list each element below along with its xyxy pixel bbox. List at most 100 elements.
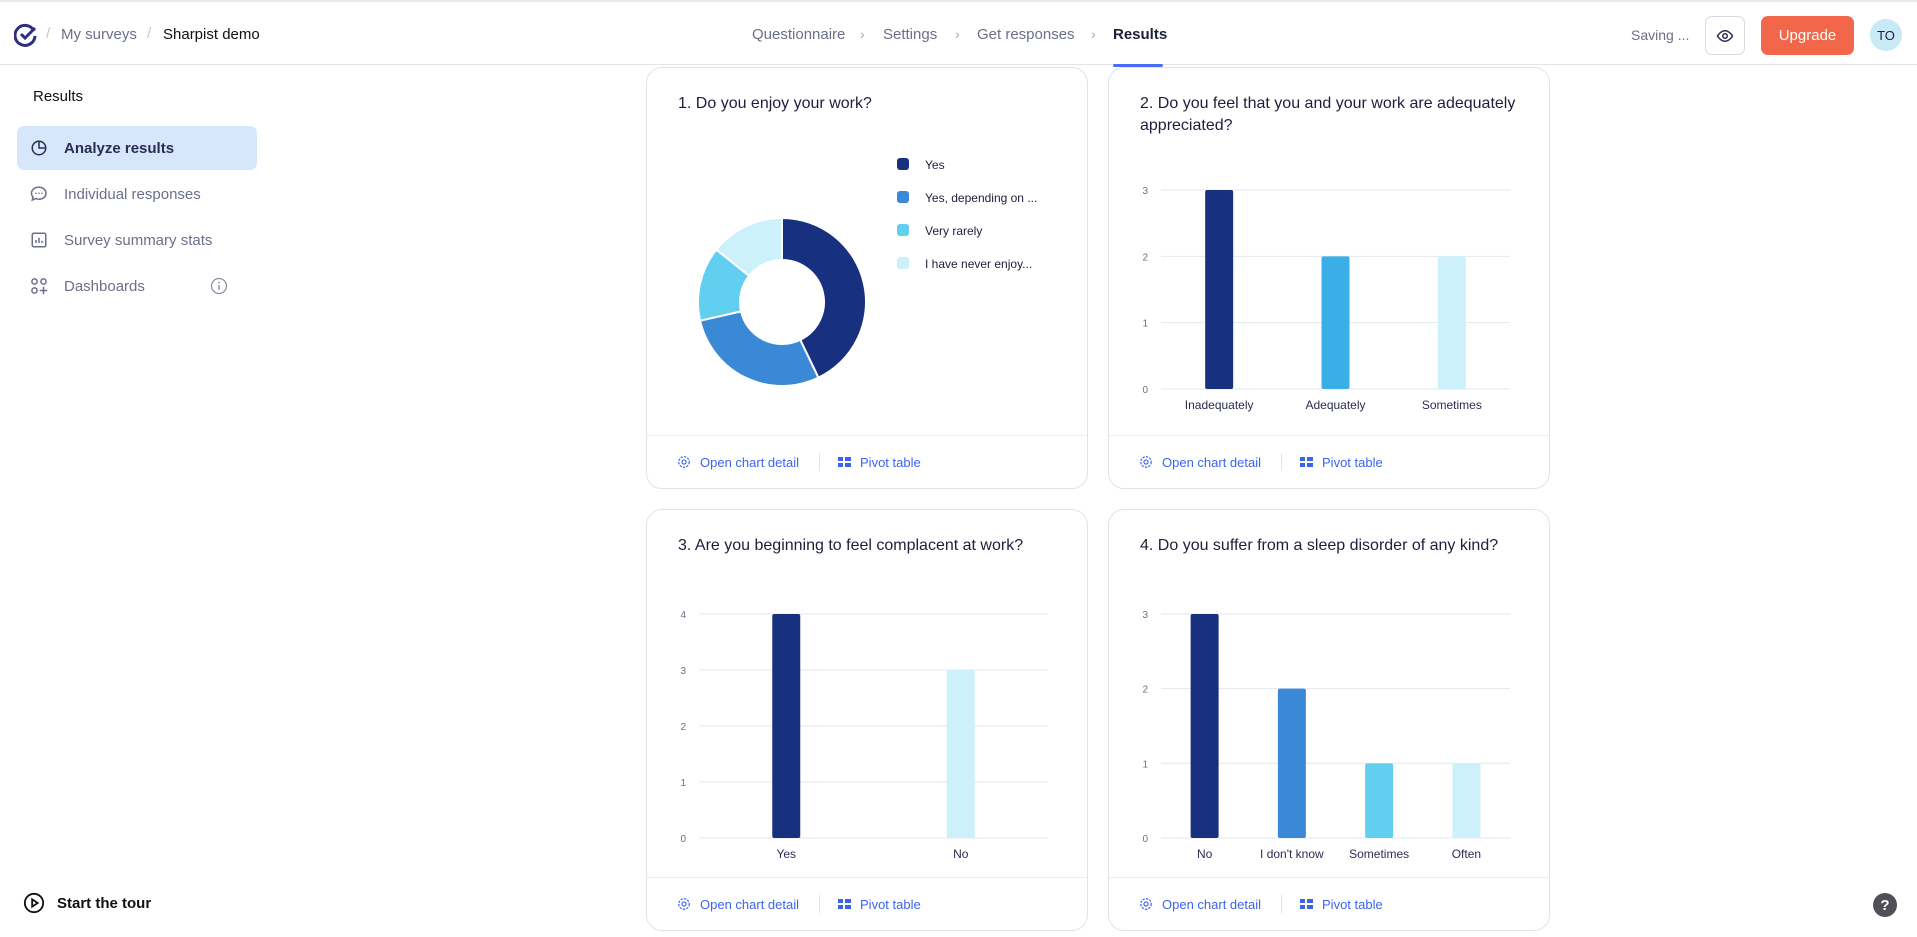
- chart-card-1: Yes Yes, depending on ... Very rarely I hav…: [646, 67, 1088, 489]
- breadcrumb-survey-name[interactable]: Sharpist demo: [163, 26, 260, 43]
- y-tick-label: 4: [680, 610, 686, 621]
- question-title: 3. Are you beginning to feel complacent …: [678, 537, 1024, 554]
- card-footer: Open chart detail Pivot table: [647, 877, 1087, 930]
- chart-3: 0 1 2 3 4 Yes No: [680, 610, 1048, 861]
- tab-settings[interactable]: Settings: [883, 26, 938, 43]
- pie-slice: [781, 216, 867, 380]
- eye-icon: [1716, 29, 1734, 42]
- table-grid-icon: [838, 899, 852, 909]
- bar: [946, 670, 975, 838]
- bar: [1452, 763, 1481, 838]
- info-icon[interactable]: [210, 277, 228, 295]
- breadcrumb-my-surveys[interactable]: My surveys: [61, 26, 137, 43]
- y-tick-label: 2: [680, 722, 686, 733]
- legend-swatch: [897, 158, 909, 170]
- tab-get-responses[interactable]: Get responses: [977, 26, 1075, 43]
- x-tick-label: No: [1197, 847, 1213, 861]
- open-chart-detail-label: Open chart detail: [1162, 454, 1262, 470]
- upgrade-button[interactable]: Upgrade: [1761, 16, 1854, 55]
- open-chart-detail-label: Open chart detail: [700, 896, 800, 912]
- app-logo-icon[interactable]: [14, 23, 38, 47]
- x-tick-label: Adequately: [1305, 398, 1365, 412]
- pivot-table-link[interactable]: Pivot table: [838, 897, 921, 912]
- chart-card-4: 0 1 2 3 No I don't know Sometimes Often 4. Do yo…: [1108, 509, 1550, 931]
- chart-1: Yes Yes, depending on ... Very rarely I hav…: [697, 158, 1037, 387]
- pivot-table-link[interactable]: Pivot table: [1300, 455, 1383, 470]
- y-tick-label: 0: [1142, 834, 1148, 845]
- pie-slice: [698, 310, 820, 387]
- chevron-right-icon: ›: [1091, 26, 1096, 42]
- x-tick-label: Often: [1452, 847, 1481, 861]
- sidebar-item-label: Dashboards: [64, 277, 145, 295]
- footer-divider: [819, 453, 821, 471]
- chart-4: 0 1 2 3 No I don't know Sometimes Often: [1142, 610, 1510, 861]
- pivot-table-label: Pivot table: [860, 454, 921, 470]
- chevron-right-icon: ›: [860, 26, 865, 42]
- x-tick-label: I don't know: [1260, 847, 1324, 861]
- card-footer: Open chart detail Pivot table: [1109, 435, 1549, 488]
- card-footer: Open chart detail Pivot table: [1109, 877, 1549, 930]
- footer-divider: [819, 895, 821, 913]
- y-tick-label: 3: [1142, 186, 1148, 197]
- pivot-table-label: Pivot table: [1322, 896, 1383, 912]
- saving-status: Saving ...: [1631, 27, 1690, 43]
- legend-label: Yes, depending on ...: [925, 191, 1037, 205]
- pie-slice: [714, 216, 783, 278]
- legend-swatch: [897, 224, 909, 236]
- pie-chart-icon: [31, 140, 47, 156]
- gear-icon: [678, 456, 690, 468]
- table-grid-icon: [1300, 457, 1314, 467]
- pivot-table-link[interactable]: Pivot table: [1300, 897, 1383, 912]
- pivot-table-link[interactable]: Pivot table: [838, 455, 921, 470]
- preview-button[interactable]: [1705, 16, 1745, 55]
- chevron-right-icon: ›: [955, 26, 960, 42]
- table-grid-icon: [1300, 899, 1314, 909]
- chart-card-3: 0 1 2 3 4 Yes No 3. Are you beginning to feel c…: [646, 509, 1088, 931]
- y-tick-label: 3: [680, 666, 686, 677]
- sidebar-item-label: Analyze results: [64, 139, 175, 157]
- start-tour-button[interactable]: Start the tour: [23, 892, 151, 914]
- open-chart-detail-link[interactable]: Open chart detail: [677, 897, 799, 912]
- open-chart-detail-link[interactable]: Open chart detail: [1139, 897, 1261, 912]
- pivot-table-label: Pivot table: [1322, 454, 1383, 470]
- tab-results[interactable]: Results: [1113, 26, 1168, 43]
- card-footer: Open chart detail Pivot table: [647, 435, 1087, 488]
- y-tick-label: 0: [680, 834, 686, 845]
- question-title: 2. Do you feel that you and your work ar…: [1140, 95, 1516, 134]
- user-avatar[interactable]: TO: [1870, 19, 1902, 51]
- open-chart-detail-label: Open chart detail: [1162, 896, 1262, 912]
- chart-2: 0 1 2 3 Inadequately Adequately Sometimes: [1142, 186, 1510, 412]
- bar: [772, 614, 801, 838]
- breadcrumb-separator: /: [46, 25, 51, 42]
- legend-swatch: [897, 191, 909, 203]
- sidebar-item-survey-summary-stats[interactable]: Survey summary stats: [17, 218, 257, 262]
- sidebar-title: Results: [33, 88, 84, 105]
- top-header: / My surveys / Sharpist demo Questionnai…: [0, 0, 1917, 67]
- help-button[interactable]: ?: [1873, 893, 1897, 917]
- chat-bubble-icon: [30, 186, 47, 202]
- open-chart-detail-link[interactable]: Open chart detail: [677, 455, 799, 470]
- y-tick-label: 2: [1142, 252, 1148, 263]
- y-tick-label: 1: [1142, 319, 1148, 330]
- chart-card-2: 0 1 2 3 Inadequately Adequately Sometimes 2. Do…: [1108, 67, 1550, 489]
- pivot-table-label: Pivot table: [860, 896, 921, 912]
- x-tick-label: Yes: [776, 847, 796, 861]
- y-tick-label: 2: [1142, 685, 1148, 696]
- legend-label: Yes: [925, 158, 945, 172]
- sidebar-item-analyze-results[interactable]: Analyze results: [17, 126, 257, 170]
- open-chart-detail-link[interactable]: Open chart detail: [1139, 455, 1261, 470]
- sidebar-item-individual-responses[interactable]: Individual responses: [17, 172, 257, 216]
- sidebar-item-label: Individual responses: [64, 185, 201, 203]
- bar-chart-icon: [31, 232, 47, 248]
- legend-swatch: [897, 257, 909, 269]
- y-tick-label: 1: [1142, 759, 1148, 770]
- tab-questionnaire[interactable]: Questionnaire: [752, 26, 846, 43]
- dashboard-icon: [31, 278, 48, 295]
- legend-label: I have never enjoy...: [925, 257, 1032, 271]
- sidebar-item-dashboards[interactable]: Dashboards: [17, 264, 257, 308]
- y-tick-label: 1: [680, 778, 686, 789]
- gear-icon: [1140, 898, 1152, 910]
- bar: [1205, 190, 1234, 389]
- play-circle-icon: [23, 892, 45, 914]
- y-tick-label: 0: [1142, 385, 1148, 396]
